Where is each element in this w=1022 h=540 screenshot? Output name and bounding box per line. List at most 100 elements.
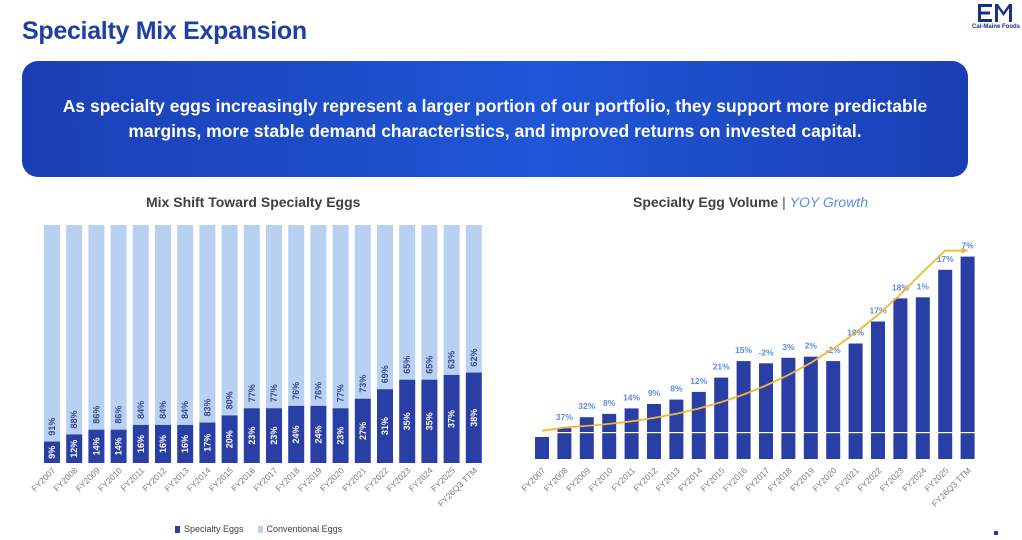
specialty-value-label: 16% (136, 435, 146, 453)
mix-chart-title: Mix Shift Toward Specialty Eggs (146, 194, 361, 210)
specialty-bar (44, 441, 60, 463)
specialty-value-label: 14% (91, 437, 101, 455)
conventional-bar (377, 225, 393, 390)
specialty-bar (421, 379, 438, 463)
logo-text: Cal-Maine Foods (971, 24, 1020, 30)
yoy-growth-label: 17% (937, 254, 954, 264)
volume-bar (535, 437, 549, 459)
conventional-value-label: 88% (69, 410, 79, 428)
specialty-bar (354, 398, 371, 463)
conventional-value-label: 76% (291, 382, 301, 400)
conventional-value-label: 65% (424, 356, 434, 374)
volume-chart-title: Specialty Egg Volume | YOY Growth (633, 194, 868, 210)
specialty-value-label: 16% (158, 435, 168, 453)
volume-bar (960, 256, 975, 459)
yoy-growth-label: 32% (578, 401, 595, 411)
yoy-growth-label: 7% (961, 241, 974, 251)
volume-bar (602, 413, 617, 459)
legend-item-conventional: Conventional Eggs (257, 524, 342, 534)
volume-bar (647, 404, 661, 459)
bar-segment-divider (520, 432, 990, 434)
specialty-bar (155, 424, 171, 463)
legend-label-specialty: Specialty Eggs (184, 524, 244, 534)
conventional-value-label: 77% (247, 384, 257, 402)
volume-bar (579, 417, 594, 459)
volume-chart-title-main: Specialty Egg Volume (633, 194, 779, 210)
x-tick-label: FY2010 (96, 465, 124, 493)
yoy-growth-label: 18% (892, 282, 909, 292)
conventional-bar (88, 225, 105, 430)
volume-bar (848, 343, 863, 459)
conventional-bar (177, 225, 194, 425)
yoy-growth-label: 14% (623, 392, 640, 402)
trendline (541, 249, 968, 432)
conventional-bar (288, 225, 305, 406)
volume-bar (803, 356, 818, 459)
conventional-bar (155, 225, 171, 425)
specialty-bar (332, 408, 349, 463)
specialty-bar (377, 389, 393, 463)
legend-swatch-conventional (257, 525, 263, 533)
conventional-bar (44, 225, 60, 442)
conventional-bar (110, 225, 127, 430)
conventional-bar (132, 225, 149, 425)
yoy-growth-label: 15% (735, 345, 752, 355)
conventional-bar (465, 225, 482, 373)
volume-chart: FY200737%FY200832%FY20098%FY201014%FY201… (520, 241, 990, 509)
specialty-bar (199, 422, 216, 463)
specialty-bar (132, 424, 149, 463)
x-tick-label: FY2010 (586, 465, 614, 493)
conventional-bar (266, 225, 282, 409)
specialty-value-label: 23% (269, 427, 279, 445)
conventional-value-label: 76% (313, 382, 323, 400)
yoy-growth-label: 17% (869, 306, 886, 316)
specialty-bar (443, 374, 460, 463)
conventional-bar (243, 225, 260, 409)
conventional-bar (332, 225, 349, 409)
conventional-value-label: 83% (202, 399, 212, 417)
conventional-value-label: 69% (380, 365, 390, 383)
yoy-growth-label: 8% (670, 384, 683, 394)
yoy-growth-label: 3% (782, 342, 795, 352)
legend-item-specialty: Specialty Eggs (175, 524, 244, 534)
yoy-growth-label: 1% (917, 281, 930, 291)
volume-bar (736, 361, 751, 459)
specialty-bar (221, 415, 238, 463)
mix-chart-legend: Specialty Eggs Conventional Eggs (175, 524, 342, 534)
conventional-value-label: 62% (469, 349, 479, 367)
specialty-bar (266, 408, 282, 463)
volume-bar (759, 363, 773, 459)
specialty-value-label: 37% (447, 410, 457, 428)
yoy-growth-label: 21% (713, 362, 730, 372)
key-message-banner: As specialty eggs increasingly represent… (22, 61, 968, 177)
specialty-value-label: 16% (180, 435, 190, 453)
volume-bar (871, 321, 885, 459)
specialty-bar (399, 379, 416, 463)
conventional-value-label: 86% (91, 406, 101, 424)
conventional-bar (443, 225, 460, 375)
specialty-bar (177, 424, 194, 463)
specialty-value-label: 35% (402, 412, 412, 430)
yoy-growth-label: 2% (805, 341, 818, 351)
specialty-value-label: 23% (336, 427, 346, 445)
cal-maine-logo-icon (978, 4, 1012, 22)
volume-bar (557, 428, 572, 459)
specialty-value-label: 27% (358, 422, 368, 440)
conventional-value-label: 84% (136, 401, 146, 419)
specialty-value-label: 20% (225, 430, 235, 448)
volume-bar (915, 297, 930, 459)
conventional-value-label: 73% (358, 375, 368, 393)
volume-bar (624, 408, 639, 459)
specialty-value-label: 31% (380, 417, 390, 435)
specialty-value-label: 23% (247, 427, 257, 445)
specialty-bar (288, 405, 305, 463)
page-marker (994, 531, 998, 535)
specialty-bar (110, 429, 127, 463)
yoy-growth-label: -2% (758, 347, 774, 357)
volume-bar (669, 399, 684, 459)
conventional-value-label: 84% (180, 401, 190, 419)
specialty-bar (243, 408, 260, 463)
yoy-growth-label: -2% (826, 345, 842, 355)
trendline-arrowhead (961, 247, 968, 254)
specialty-value-label: 9% (47, 446, 57, 459)
